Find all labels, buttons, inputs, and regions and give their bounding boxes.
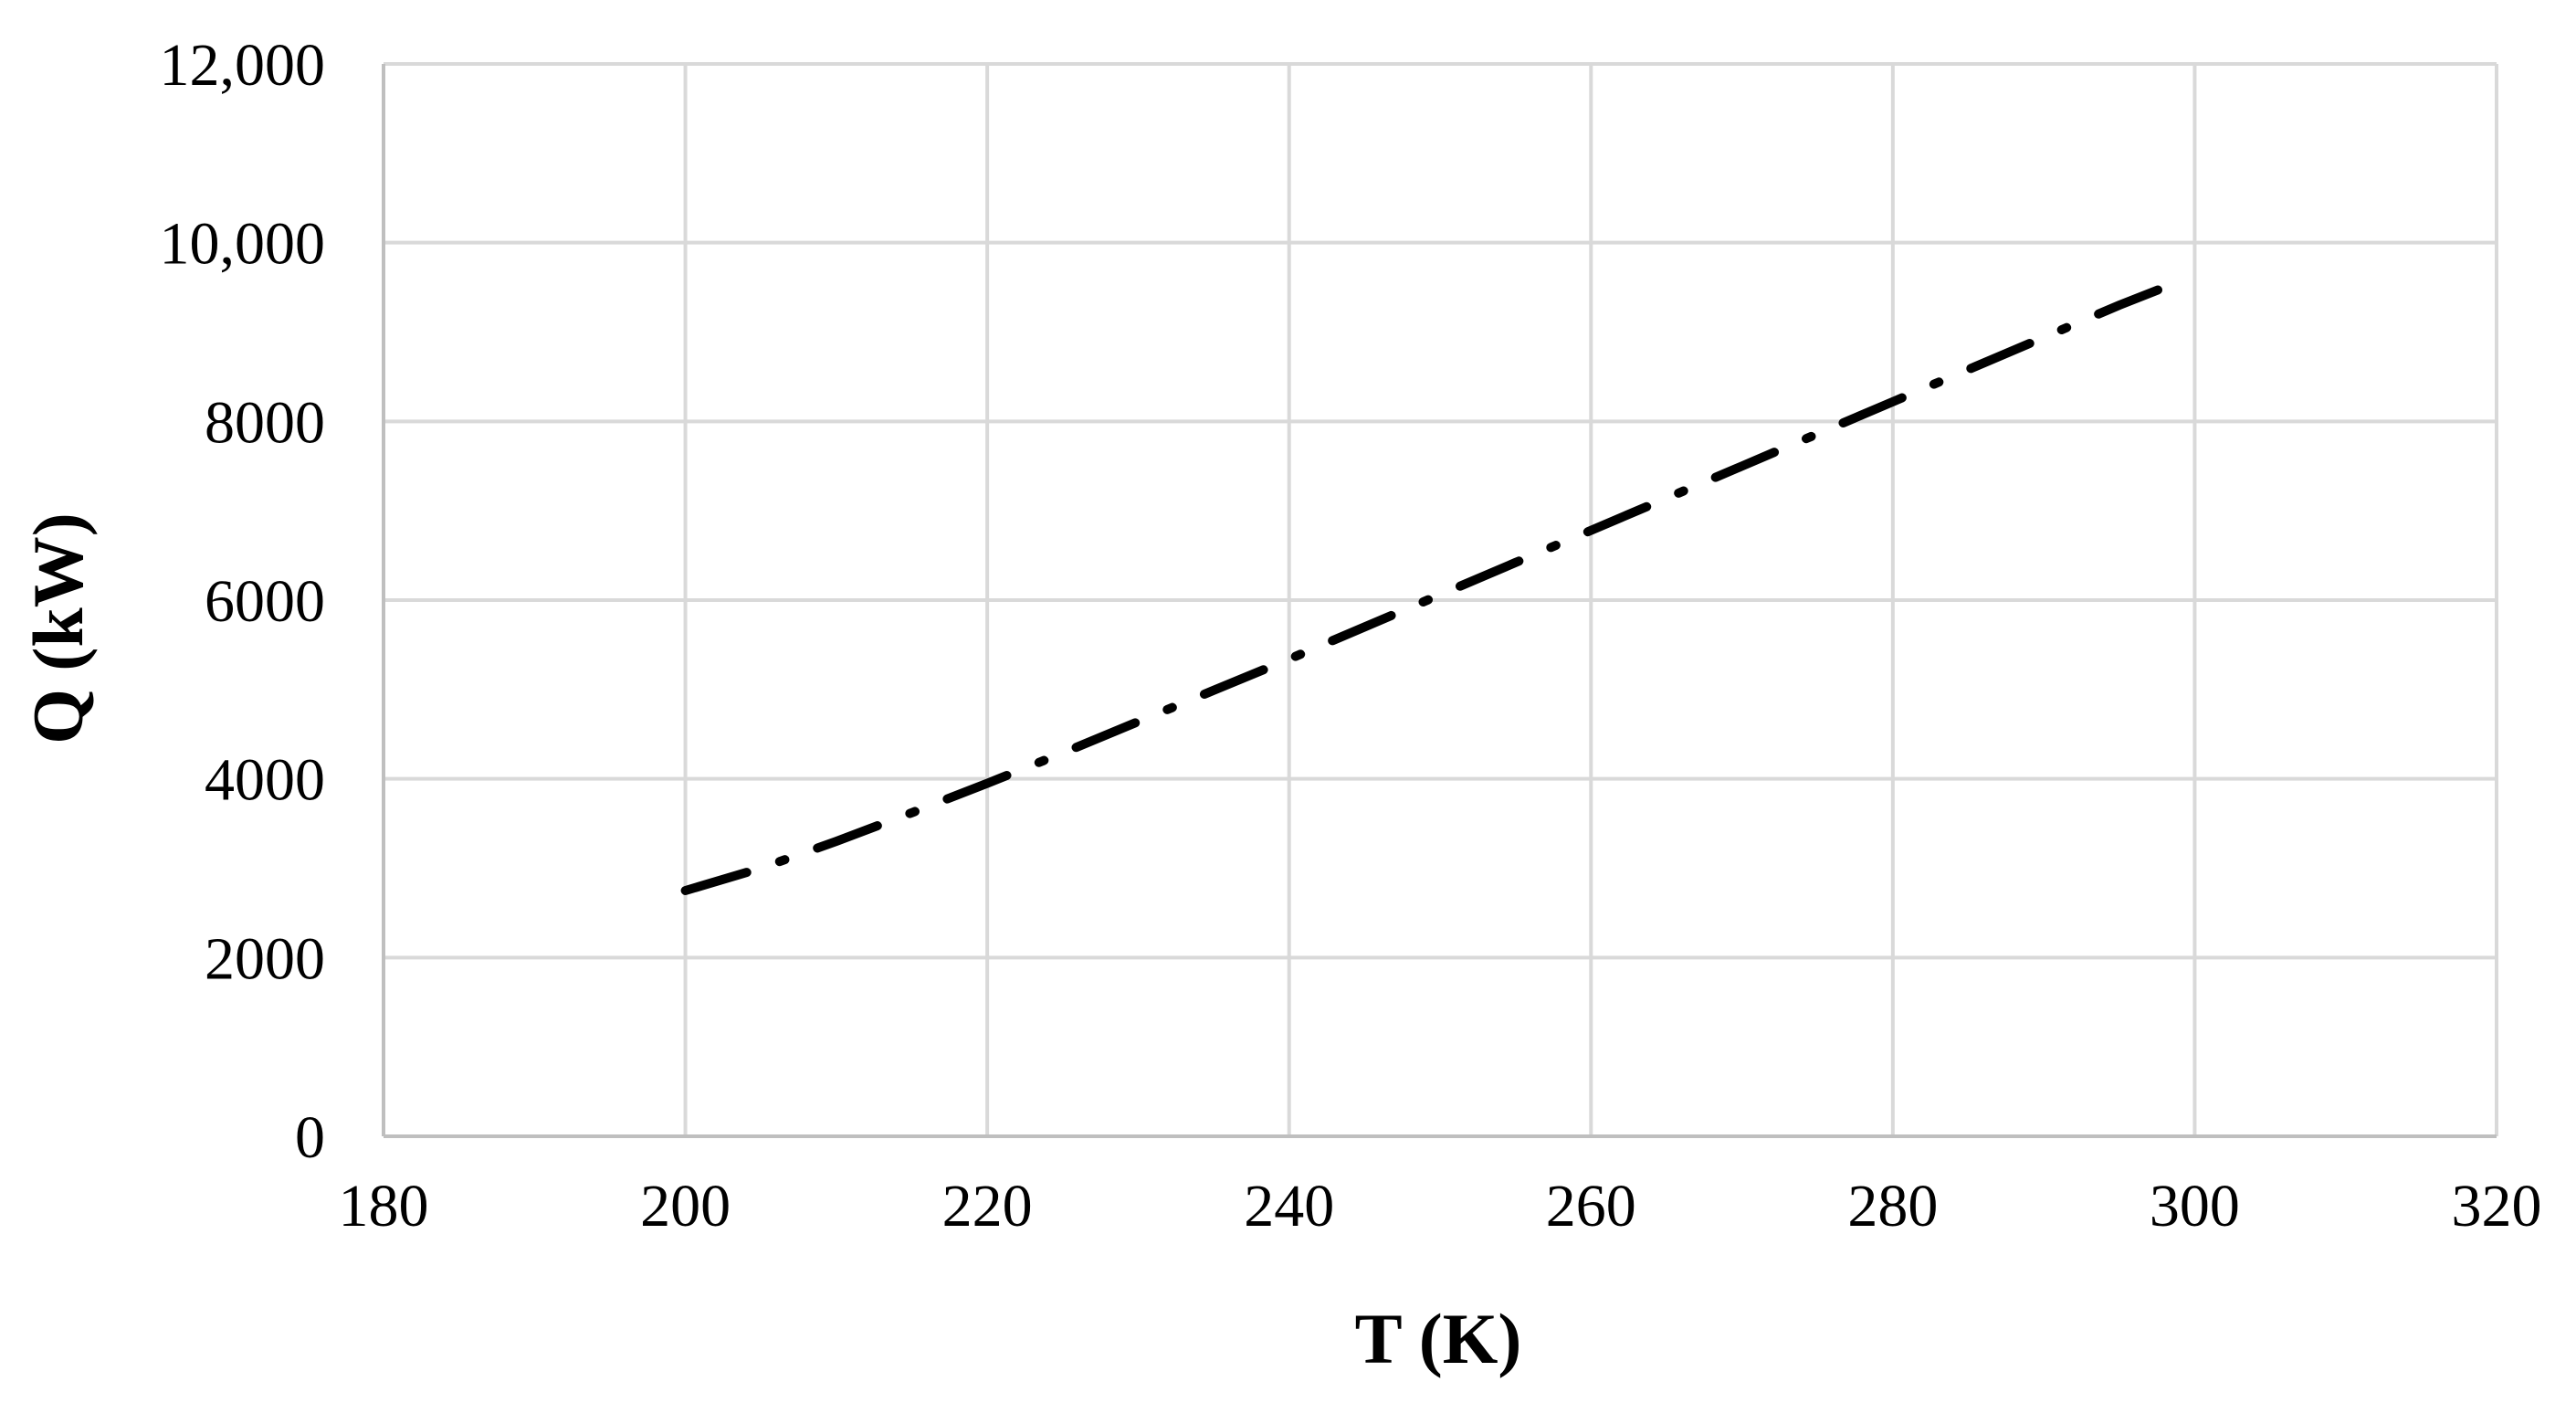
x-tick-label: 180	[339, 1173, 429, 1239]
x-axis-title: T (K)	[1355, 1299, 1522, 1378]
series-lines	[680, 282, 2170, 895]
axes	[382, 64, 2497, 1138]
y-tick-label: 0	[295, 1104, 325, 1171]
x-tick-labels: 180 200 220 240 260 280 300 320	[339, 1173, 2542, 1239]
x-tick-label: 320	[2452, 1173, 2542, 1239]
x-tick-label: 260	[1546, 1173, 1636, 1239]
x-tick-label: 280	[1847, 1173, 1938, 1239]
y-tick-labels: 0 2000 4000 6000 8000 10,000 12,000	[160, 32, 326, 1171]
y-tick-label: 4000	[205, 747, 325, 814]
grid-lines	[384, 62, 2498, 1136]
x-tick-label: 200	[640, 1173, 731, 1239]
x-tick-label: 240	[1244, 1173, 1334, 1239]
series-line-0	[680, 282, 2170, 895]
y-tick-label: 10,000	[160, 211, 326, 278]
y-tick-label: 12,000	[160, 32, 326, 99]
y-tick-label: 2000	[205, 925, 325, 992]
y-axis-title: Q (kW)	[18, 512, 98, 744]
y-tick-label: 6000	[205, 568, 325, 635]
y-tick-label: 8000	[205, 389, 325, 456]
x-tick-label: 220	[942, 1173, 1033, 1239]
x-tick-label: 300	[2150, 1173, 2240, 1239]
